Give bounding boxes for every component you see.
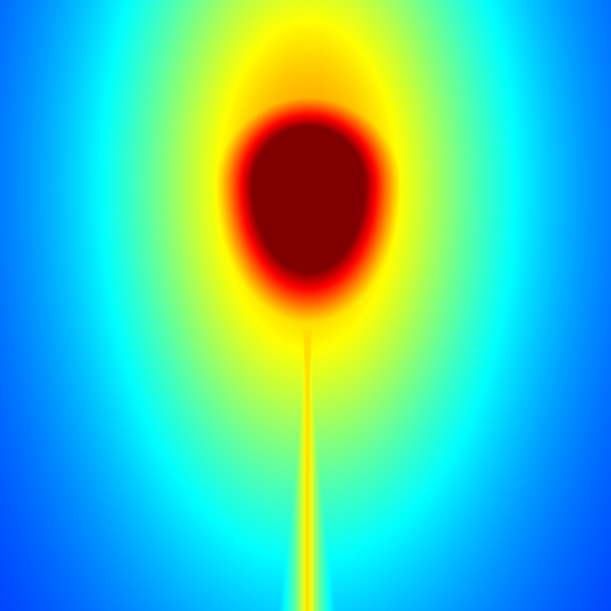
heatmap-canvas: [0, 0, 611, 611]
heatmap-image: [0, 0, 611, 611]
